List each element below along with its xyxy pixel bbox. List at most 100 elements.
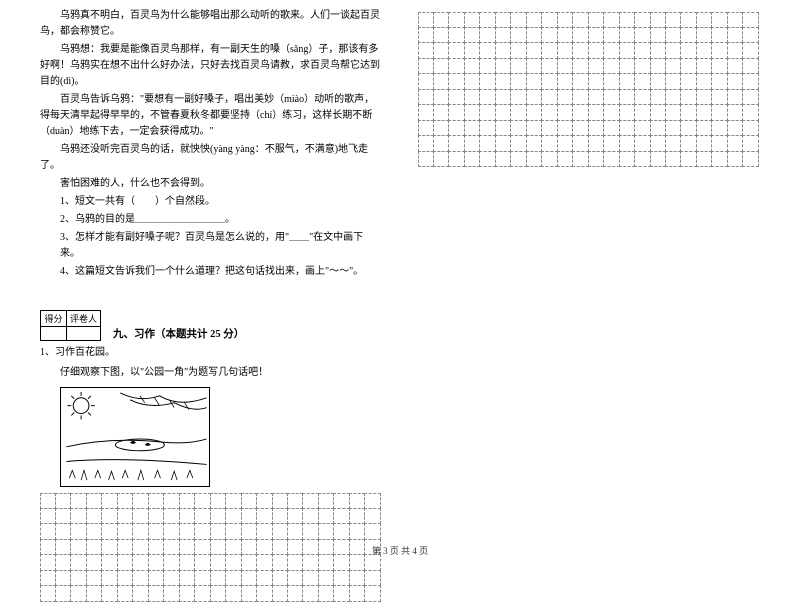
- grid-cell: [634, 73, 650, 89]
- grid-cell: [619, 120, 635, 136]
- grid-cell: [302, 508, 318, 524]
- grid-cell: [495, 73, 511, 89]
- grid-cell: [665, 89, 681, 105]
- grid-cell: [510, 27, 526, 43]
- grid-cell: [448, 73, 464, 89]
- grid-cell: [526, 58, 542, 74]
- page-container: 乌鸦真不明白，百灵鸟为什么能够唱出那么动听的歌来。人们一谈起百灵鸟，都会称赞它。…: [0, 0, 800, 540]
- grid-cell: [541, 42, 557, 58]
- grid-cell: [696, 58, 712, 74]
- grid-cell: [603, 12, 619, 28]
- grid-cell: [572, 89, 588, 105]
- grid-cell: [650, 12, 666, 28]
- grid-cell: [557, 120, 573, 136]
- grid-cell: [557, 12, 573, 28]
- grid-cell: [70, 523, 86, 539]
- passage-p1: 乌鸦真不明白，百灵鸟为什么能够唱出那么动听的歌来。人们一谈起百灵鸟，都会称赞它。: [40, 8, 382, 40]
- grid-cell: [132, 570, 148, 586]
- grid-cell: [665, 120, 681, 136]
- grid-cell: [665, 12, 681, 28]
- grid-cell: [241, 585, 257, 601]
- grid-cell: [86, 570, 102, 586]
- grid-cell: [526, 89, 542, 105]
- grid-cell: [479, 27, 495, 43]
- grid-cell: [464, 104, 480, 120]
- grid-cell: [179, 570, 195, 586]
- grid-cell: [650, 89, 666, 105]
- grid-cell: [287, 570, 303, 586]
- grid-cell: [101, 493, 117, 509]
- grid-cell: [650, 42, 666, 58]
- grid-cell: [557, 73, 573, 89]
- grid-cell: [418, 151, 434, 167]
- grid-cell: [148, 493, 164, 509]
- grid-cell: [163, 508, 179, 524]
- grid-cell: [464, 42, 480, 58]
- grid-cell: [163, 585, 179, 601]
- grid-cell: [603, 58, 619, 74]
- grid-cell: [665, 58, 681, 74]
- grid-cell: [448, 135, 464, 151]
- grid-cell: [287, 523, 303, 539]
- score-cell-score: [41, 327, 67, 341]
- grid-cell: [495, 58, 511, 74]
- grid-cell: [479, 151, 495, 167]
- grid-cell: [572, 135, 588, 151]
- grid-cell: [665, 42, 681, 58]
- grid-cell: [225, 523, 241, 539]
- grid-cell: [418, 104, 434, 120]
- grid-cell: [541, 104, 557, 120]
- grid-cell: [588, 120, 604, 136]
- grid-cell: [696, 12, 712, 28]
- grid-cell: [256, 508, 272, 524]
- grid-cell: [479, 120, 495, 136]
- grid-cell: [541, 135, 557, 151]
- grid-cell: [241, 508, 257, 524]
- grid-cell: [210, 508, 226, 524]
- grid-cell: [179, 508, 195, 524]
- grid-cell: [711, 89, 727, 105]
- grid-cell: [696, 42, 712, 58]
- grid-cell: [418, 58, 434, 74]
- grid-cell: [510, 120, 526, 136]
- grid-cell: [479, 135, 495, 151]
- grid-cell: [696, 89, 712, 105]
- grid-cell: [86, 493, 102, 509]
- grid-cell: [448, 120, 464, 136]
- grid-cell: [650, 58, 666, 74]
- grid-cell: [210, 493, 226, 509]
- grid-cell: [588, 135, 604, 151]
- grid-cell: [55, 570, 71, 586]
- grid-cell: [194, 570, 210, 586]
- grid-cell: [742, 135, 758, 151]
- grid-cell: [179, 493, 195, 509]
- grid-cell: [333, 585, 349, 601]
- grid-cell: [433, 120, 449, 136]
- section-title: 九、习作（本题共计 25 分）: [113, 326, 244, 341]
- grid-cell: [510, 151, 526, 167]
- grid-cell: [101, 570, 117, 586]
- grid-cell: [40, 570, 56, 586]
- grid-cell: [194, 508, 210, 524]
- grid-cell: [696, 104, 712, 120]
- grid-cell: [101, 523, 117, 539]
- left-column: 乌鸦真不明白，百灵鸟为什么能够唱出那么动听的歌来。人们一谈起百灵鸟，都会称赞它。…: [0, 0, 400, 540]
- grid-cell: [680, 135, 696, 151]
- grid-cell: [510, 12, 526, 28]
- grid-cell: [132, 508, 148, 524]
- grid-cell: [665, 27, 681, 43]
- grid-cell: [541, 73, 557, 89]
- grid-cell: [557, 89, 573, 105]
- grid-cell: [433, 73, 449, 89]
- grid-cell: [349, 493, 365, 509]
- grid-cell: [680, 42, 696, 58]
- grid-cell: [588, 73, 604, 89]
- grid-cell: [665, 73, 681, 89]
- grid-cell: [464, 27, 480, 43]
- grid-cell: [179, 523, 195, 539]
- grid-cell: [541, 12, 557, 28]
- grid-cell: [495, 12, 511, 28]
- grid-cell: [318, 523, 334, 539]
- score-header-score: 得分: [41, 311, 67, 327]
- grid-cell: [495, 120, 511, 136]
